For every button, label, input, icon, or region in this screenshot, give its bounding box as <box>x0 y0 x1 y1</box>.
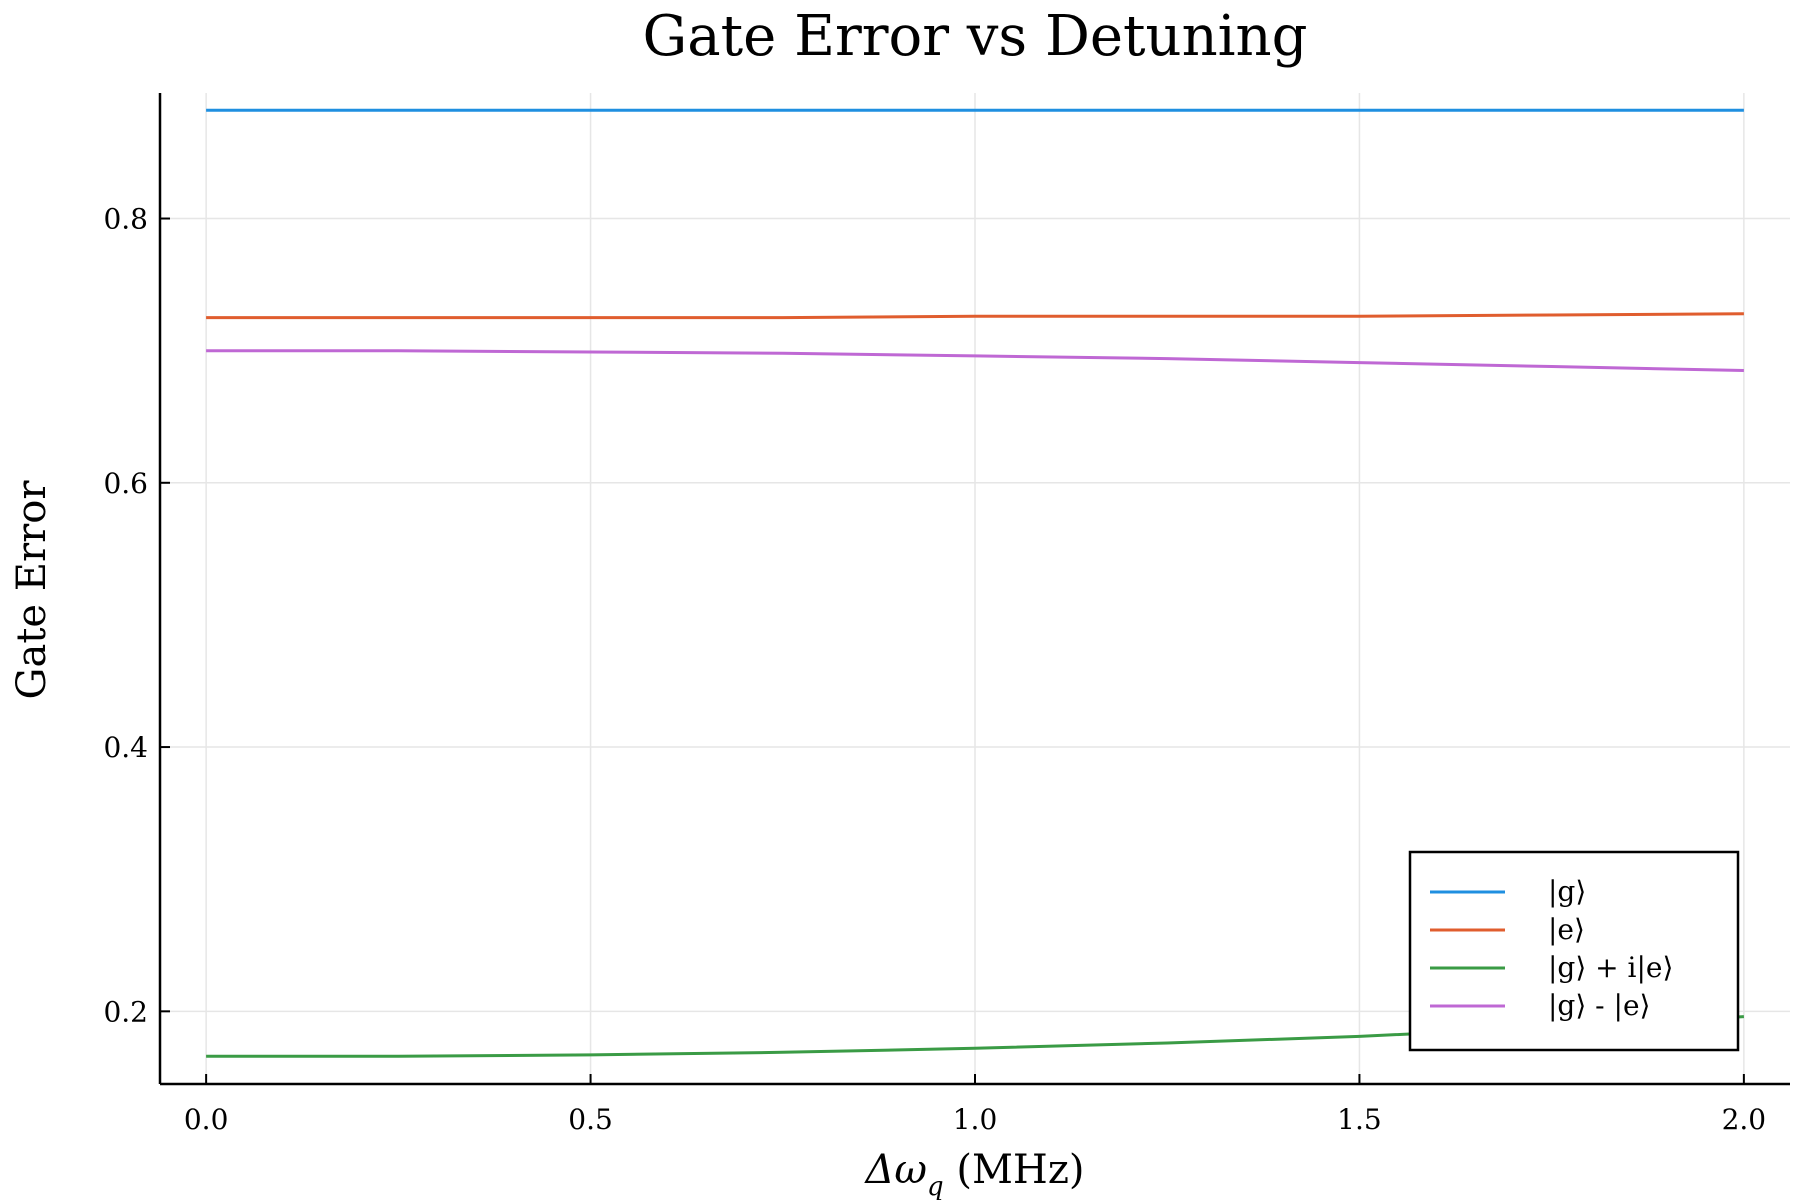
legend-label-3: |g⟩ + i|e⟩ <box>1548 951 1673 984</box>
x-tick-label: 2.0 <box>1722 1103 1767 1136</box>
chart-title: Gate Error vs Detuning <box>643 4 1308 69</box>
legend: |g⟩ |e⟩ |g⟩ + i|e⟩ |g⟩ - |e⟩ <box>1408 850 1740 1052</box>
y-axis-label: Gate Error <box>9 480 55 700</box>
x-axis-label-main: Δω <box>863 1147 927 1193</box>
y-tick-label: 0.4 <box>103 731 148 764</box>
y-tick-label: 0.2 <box>103 995 148 1028</box>
x-tick-label: 0.0 <box>184 1103 229 1136</box>
y-ticks: 0.2 0.4 0.6 0.8 <box>103 203 170 1028</box>
y-tick-label: 0.6 <box>103 467 148 500</box>
x-axis-label-subscript: q <box>927 1172 944 1200</box>
series-line-2 <box>206 312 1744 320</box>
legend-label-2: |e⟩ <box>1548 913 1585 946</box>
x-tick-label: 1.0 <box>953 1103 998 1136</box>
grid <box>160 93 1790 1084</box>
y-tick-label: 0.8 <box>103 203 148 236</box>
x-axis-label-unit: (MHz) <box>944 1147 1085 1193</box>
legend-box <box>1408 850 1740 1052</box>
x-axis-label: Δωq (MHz) <box>863 1147 1084 1200</box>
legend-label-1: |g⟩ <box>1548 875 1586 908</box>
legend-label-4: |g⟩ - |e⟩ <box>1548 989 1650 1022</box>
x-ticks: 0.0 0.5 1.0 1.5 2.0 <box>184 1074 1766 1136</box>
x-tick-label: 0.5 <box>568 1103 613 1136</box>
series-line-4 <box>206 349 1744 372</box>
x-tick-label: 1.5 <box>1337 1103 1382 1136</box>
